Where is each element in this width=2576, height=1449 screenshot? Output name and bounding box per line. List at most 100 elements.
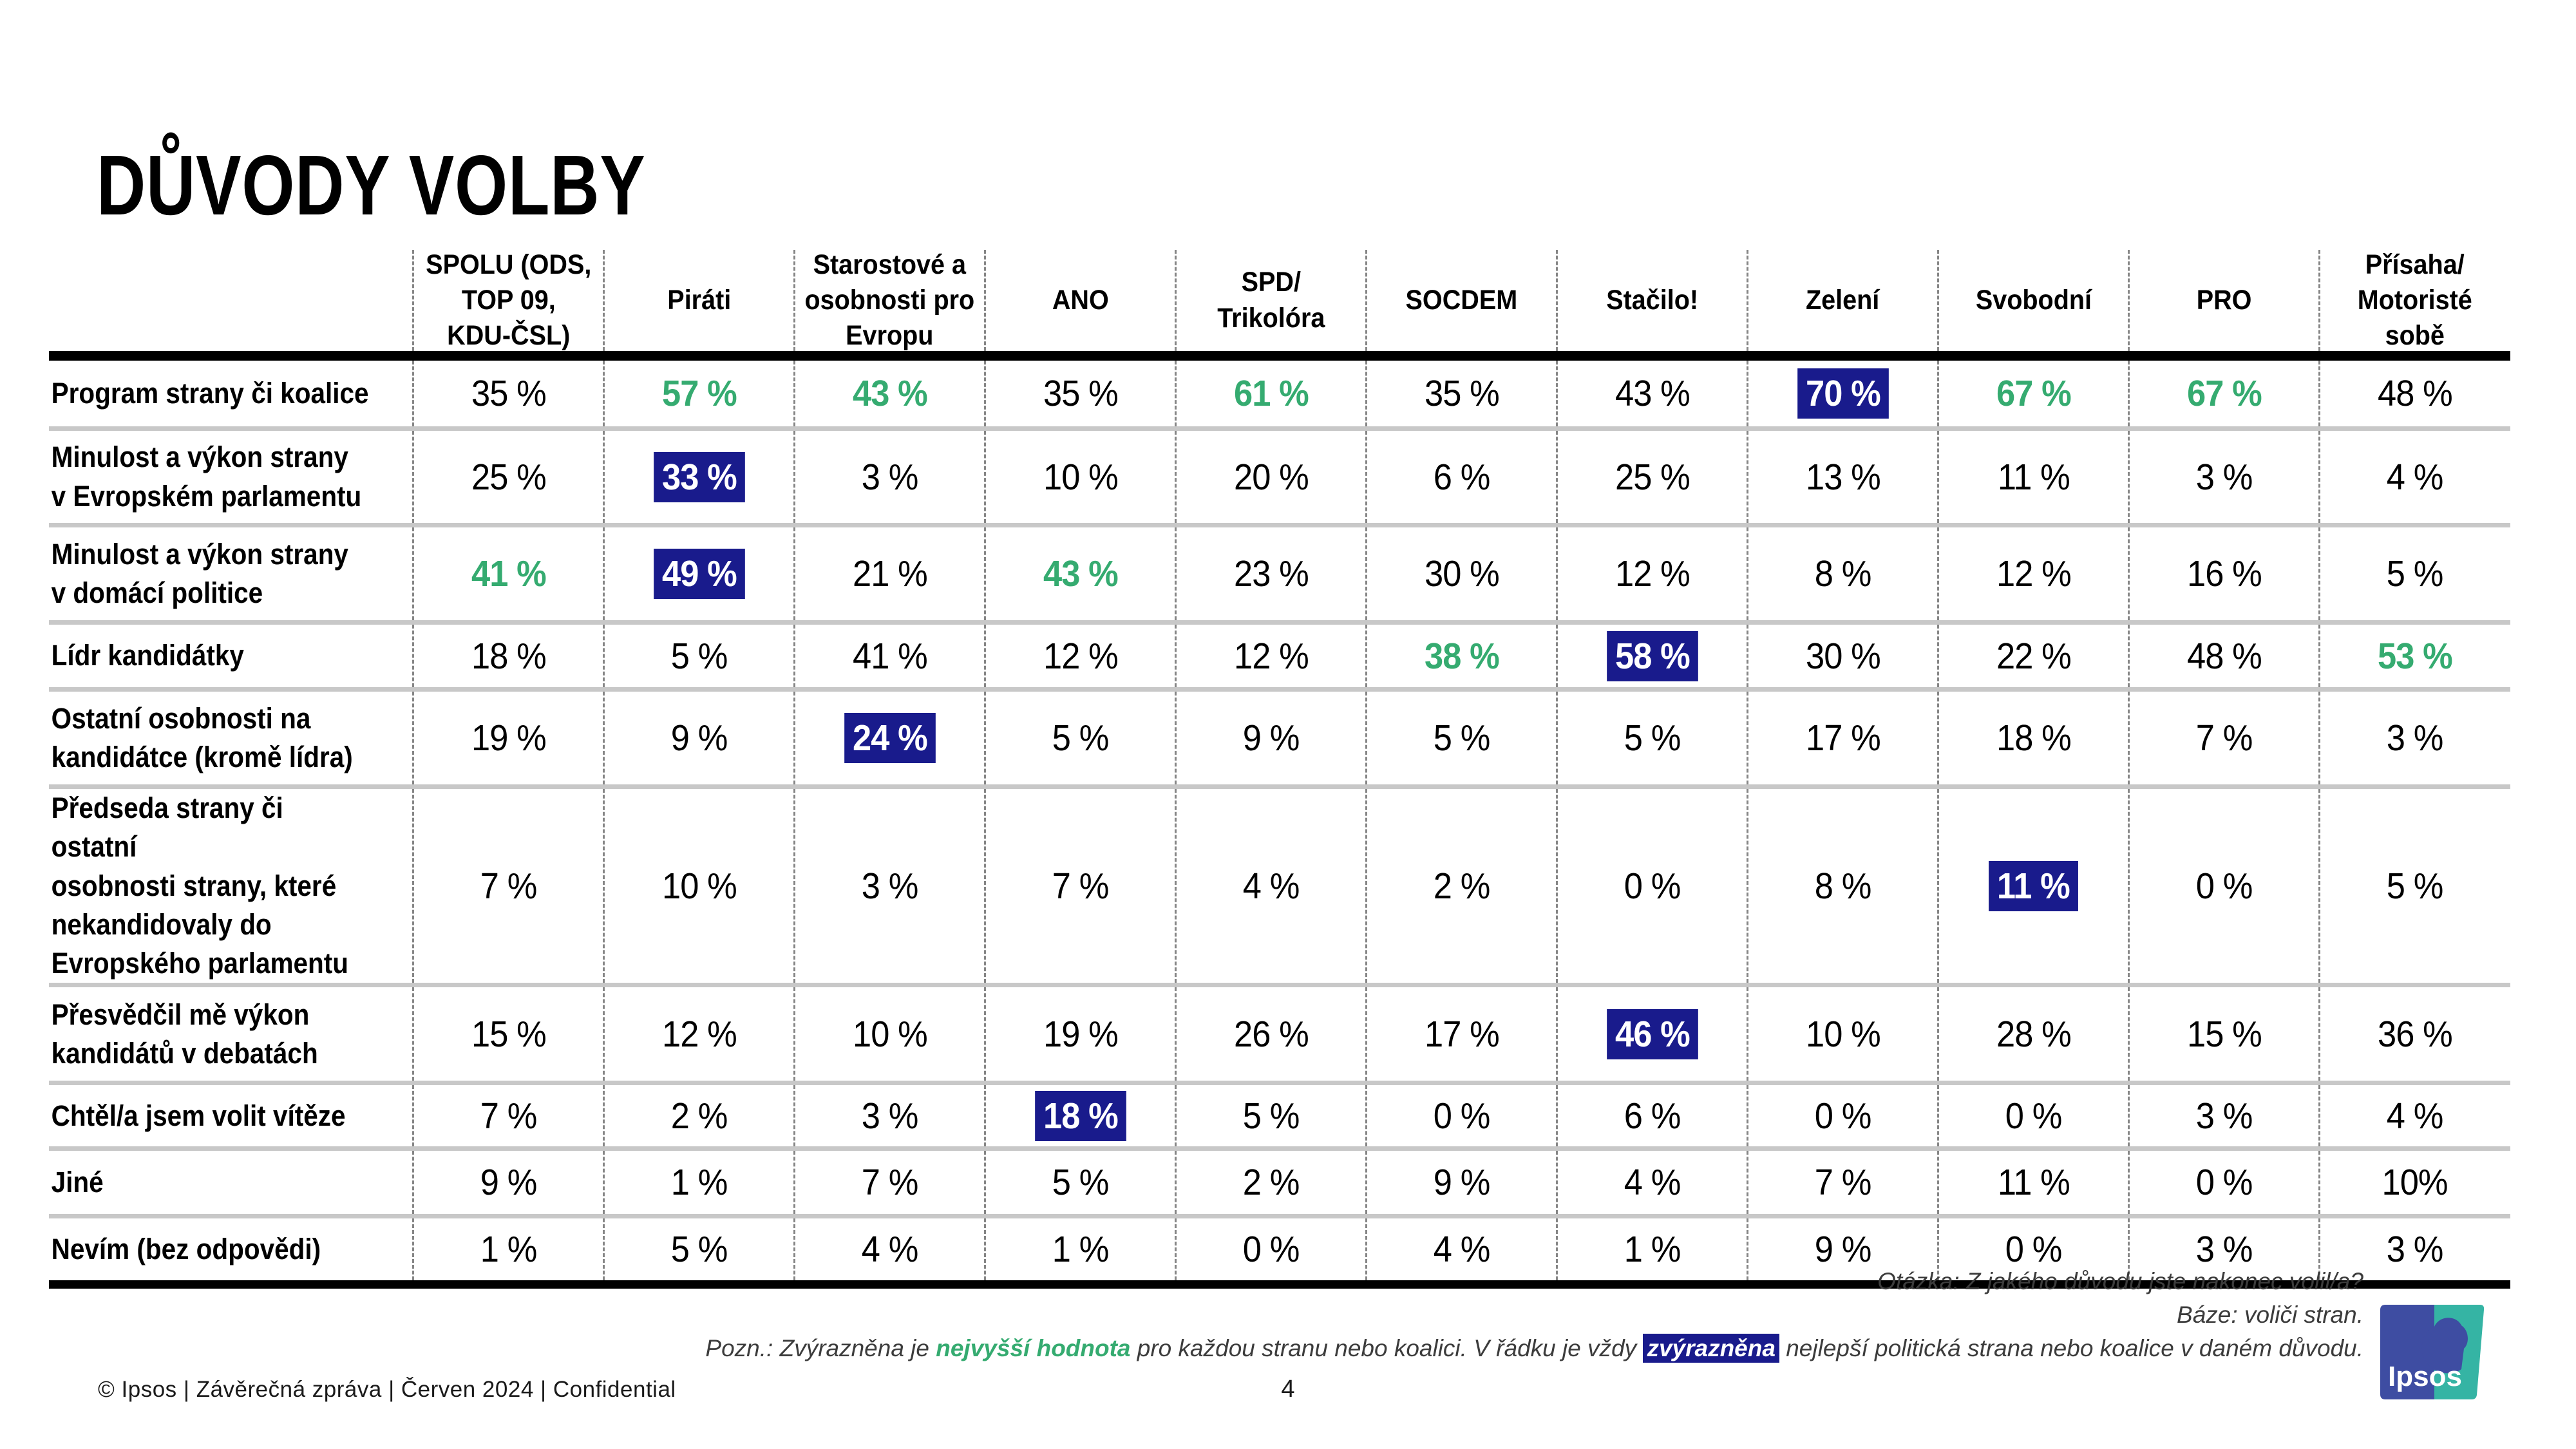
value: 3 % [2195, 1095, 2253, 1137]
note-base: Báze: voliči stran. [2177, 1302, 2363, 1328]
value-cell: 17 % [1747, 692, 1937, 784]
value: 6 % [1433, 456, 1491, 498]
value-cell: 41 % [412, 527, 603, 620]
value-green: 41 % [471, 553, 547, 594]
value-cell: 36 % [2318, 987, 2509, 1081]
value: 35 % [1043, 373, 1119, 414]
value-cell: 67 % [2128, 361, 2318, 426]
value: 3 % [861, 456, 919, 498]
row-label-cell: Ostatní osobnosti na kandidátce (kromě l… [49, 692, 412, 784]
value-cell: 8 % [1747, 527, 1937, 620]
value: 0 % [2195, 1162, 2253, 1204]
ipsos-logo: Ipsos [2380, 1305, 2485, 1399]
row-label-cell: Přesvědčil mě výkon kandidátů v debatách [49, 987, 412, 1081]
value-cell: 9 % [1175, 692, 1365, 784]
page-title: DŮVODY VOLBY [97, 138, 646, 232]
value-cell: 2 % [1365, 789, 1556, 983]
value-cell: 61 % [1175, 361, 1365, 426]
row-label: Minulost a výkon strany v domácí politic… [51, 537, 348, 609]
row-label: Program strany či koalice [51, 376, 369, 410]
value: 4 % [1433, 1229, 1491, 1271]
value-cell: 18 % [1937, 692, 2128, 784]
value: 7 % [1052, 865, 1110, 907]
value-cell: 22 % [1937, 625, 2128, 687]
value-highlighted: 49 % [653, 549, 745, 599]
value-cell: 24 % [793, 692, 984, 784]
value: 1 % [670, 1162, 728, 1204]
value-cell: 43 % [984, 527, 1175, 620]
value-cell: 0 % [2128, 789, 2318, 983]
value: 4 % [2386, 1095, 2444, 1137]
value-cell: 46 % [1556, 987, 1747, 1081]
value: 7 % [480, 1095, 538, 1137]
logo-face-silhouette [2421, 1318, 2468, 1374]
value-cell: 3 % [793, 431, 984, 523]
value-cell: 13 % [1747, 431, 1937, 523]
value-cell: 16 % [2128, 527, 2318, 620]
value-cell: 35 % [412, 361, 603, 426]
row-label: Předseda strany či ostatní osobnosti str… [51, 791, 348, 980]
table-row: Ostatní osobnosti na kandidátce (kromě l… [49, 687, 2510, 784]
row-label-cell: Minulost a výkon strany v Evropském parl… [49, 431, 412, 523]
value-cell: 6 % [1556, 1085, 1747, 1147]
column-header-3: Starostové a osobnosti pro Evropu [793, 249, 984, 352]
row-label: Ostatní osobnosti na kandidátce (kromě l… [51, 701, 353, 773]
value: 1 % [1052, 1229, 1110, 1271]
value: 28 % [1996, 1013, 2072, 1055]
value: 9 % [670, 717, 728, 759]
value: 5 % [1052, 717, 1110, 759]
row-label: Nevím (bez odpovědi) [51, 1233, 321, 1266]
note-pozn-prefix: Pozn.: Zvýrazněna je [705, 1335, 936, 1361]
column-header-9: Svobodní [1937, 250, 2128, 351]
value-cell: 0 % [1747, 1085, 1937, 1147]
value: 7 % [1814, 1162, 1872, 1204]
value: 3 % [2195, 456, 2253, 498]
note-pozn-green: nejvyšší hodnota [936, 1335, 1131, 1361]
value-cell: 4 % [1556, 1151, 1747, 1215]
value: 0 % [2195, 865, 2253, 907]
value-cell: 41 % [793, 625, 984, 687]
row-label-cell: Předseda strany či ostatní osobnosti str… [49, 789, 412, 983]
column-header-label: Starostové a osobnosti pro Evropu [804, 249, 975, 352]
value-cell: 4 % [2318, 1085, 2509, 1147]
value-cell: 5 % [1175, 1085, 1365, 1147]
value-cell: 7 % [984, 789, 1175, 983]
value: 2 % [1433, 865, 1491, 907]
value: 5 % [2386, 865, 2444, 907]
value-highlighted: 11 % [1989, 860, 2078, 911]
value-cell: 15 % [412, 987, 603, 1081]
value: 23 % [1233, 553, 1309, 594]
value: 5 % [2386, 553, 2444, 594]
value-cell: 10% [2318, 1151, 2509, 1215]
value: 4 % [1242, 865, 1300, 907]
value-cell: 43 % [1556, 361, 1747, 426]
table-row: Program strany či koalice 35 % 57 % 43 % 35 … [49, 361, 2510, 426]
value-cell: 35 % [1365, 361, 1556, 426]
value-cell: 4 % [1175, 789, 1365, 983]
value-cell: 18 % [984, 1085, 1175, 1147]
value: 4 % [861, 1229, 919, 1271]
value: 5 % [1242, 1095, 1300, 1137]
value-cell: 3 % [2128, 431, 2318, 523]
value-cell: 21 % [793, 527, 984, 620]
value: 16 % [2186, 553, 2262, 594]
value-cell: 5 % [603, 1218, 793, 1281]
value-cell: 67 % [1937, 361, 2128, 426]
value-cell: 1 % [412, 1218, 603, 1281]
value-cell: 38 % [1365, 625, 1556, 687]
value: 7 % [480, 865, 538, 907]
value-cell: 9 % [603, 692, 793, 784]
value-highlighted: 18 % [1034, 1090, 1126, 1141]
value-cell: 25 % [412, 431, 603, 523]
value-cell: 10 % [793, 987, 984, 1081]
note-pozn: Pozn.: Zvýrazněna je nejvyšší hodnota pr… [689, 1332, 2363, 1365]
value-cell: 11 % [1937, 1151, 2128, 1215]
row-label: Lídr kandidátky [51, 639, 244, 672]
value-cell: 25 % [1556, 431, 1747, 523]
value: 13 % [1805, 456, 1881, 498]
row-label-cell: Program strany či koalice [49, 361, 412, 426]
table-row: Přesvědčil mě výkon kandidátů v debatách… [49, 983, 2510, 1081]
column-header-8: Zelení [1747, 250, 1937, 351]
value: 0 % [1242, 1229, 1300, 1271]
column-header-11: Přísaha/ Motoristé sobě [2318, 249, 2509, 351]
